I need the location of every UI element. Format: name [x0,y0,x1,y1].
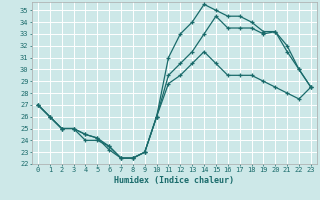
X-axis label: Humidex (Indice chaleur): Humidex (Indice chaleur) [115,176,234,185]
